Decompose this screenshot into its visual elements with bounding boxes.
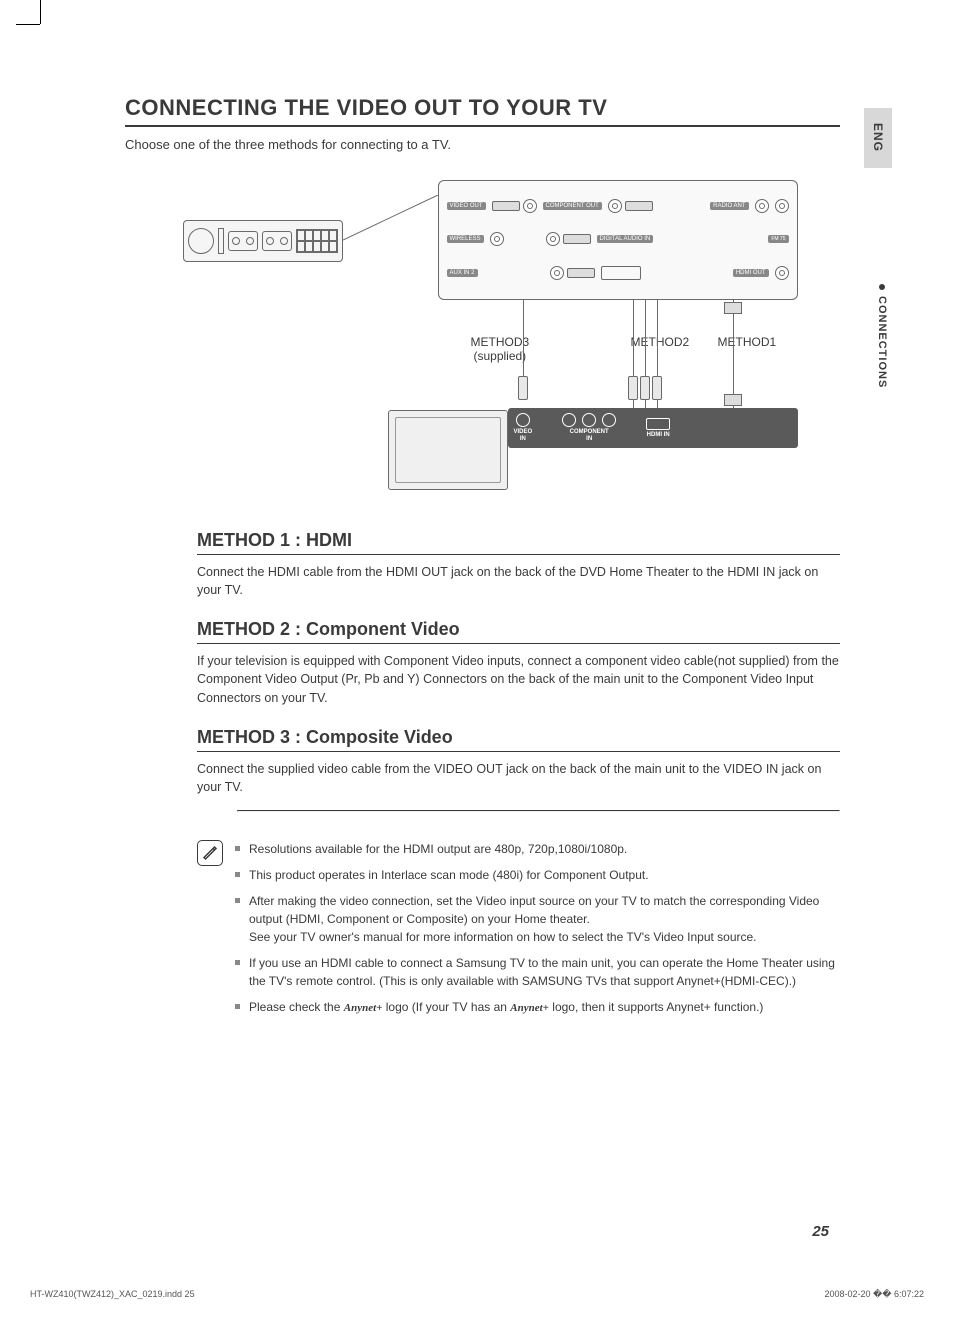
- language-tab-label: ENG: [871, 123, 885, 152]
- hdmi-plug-icon: [724, 302, 742, 314]
- plug-icon: [563, 234, 591, 244]
- method3-sub: (supplied): [471, 349, 530, 363]
- tv-video-in: VIDEO IN: [514, 413, 533, 442]
- print-footer: HT-WZ410(TWZ412)_XAC_0219.indd 25 2008-0…: [30, 1289, 924, 1300]
- method2-label: METHOD2: [631, 335, 690, 349]
- method-3-heading: METHOD 3 : Composite Video: [197, 727, 840, 752]
- method3-text: METHOD3: [471, 335, 530, 349]
- port-label: VIDEO IN: [514, 429, 533, 442]
- jack-icon: [490, 232, 504, 246]
- jack-icon: [608, 199, 622, 213]
- port-label: RADIO ANT: [710, 202, 748, 210]
- footer-left: HT-WZ410(TWZ412)_XAC_0219.indd 25: [30, 1289, 195, 1300]
- method-2-text: If your television is equipped with Comp…: [197, 652, 840, 706]
- intro-text: Choose one of the three methods for conn…: [125, 137, 840, 152]
- port-grid-icon: [296, 229, 338, 253]
- hdmi-jack-icon: [646, 418, 670, 430]
- notes-divider: [237, 810, 840, 812]
- note-item: This product operates in Interlace scan …: [235, 866, 840, 884]
- port-rect-icon: [601, 266, 641, 280]
- rca-plug-icon: [652, 376, 662, 400]
- method-1-block: METHOD 1 : HDMI Connect the HDMI cable f…: [197, 530, 840, 599]
- plug-icon: [567, 268, 595, 278]
- method-3-text: Connect the supplied video cable from th…: [197, 760, 840, 796]
- port-label: COMPONENT IN: [570, 429, 609, 442]
- page-number: 25: [812, 1223, 829, 1240]
- plug-icon: [492, 201, 520, 211]
- section-tab: CONNECTIONS: [872, 284, 892, 424]
- receiver-back-panel: VIDEO OUT COMPONENT OUT RADIO ANT WIRELE…: [438, 180, 798, 300]
- rca-plug-icon: [628, 376, 638, 400]
- port-label: DIGITAL AUDIO IN: [597, 235, 654, 243]
- port-label: VIDEO OUT: [447, 202, 486, 210]
- anynet-logo: Anynet+: [510, 1002, 549, 1014]
- connection-diagram: VIDEO OUT COMPONENT OUT RADIO ANT WIRELE…: [163, 180, 803, 500]
- receiver-front-illustration: [183, 220, 343, 262]
- note-icon: [197, 840, 223, 866]
- jack-icon: [582, 413, 596, 427]
- knob-icon: [188, 228, 214, 254]
- port-label: HDMI IN: [647, 432, 670, 439]
- jack-icon: [550, 266, 564, 280]
- tv-input-panel: VIDEO IN COMPONENT IN HDMI IN: [508, 408, 798, 448]
- callout-line: [343, 195, 443, 245]
- method1-label: METHOD1: [718, 335, 777, 349]
- notes-section: Resolutions available for the HDMI outpu…: [197, 830, 840, 1025]
- jack-pair-icon: [262, 231, 292, 251]
- rca-plug-icon: [518, 376, 528, 400]
- note-text: logo (If your TV has an: [386, 1000, 511, 1014]
- jack-icon: [602, 413, 616, 427]
- language-tab: ENG: [864, 108, 892, 168]
- main-title: CONNECTING THE VIDEO OUT TO YOUR TV: [125, 95, 840, 127]
- port-label: FM 75: [768, 235, 788, 243]
- tv-hdmi-in: HDMI IN: [646, 418, 670, 439]
- port-label: HDMI OUT: [733, 269, 769, 277]
- method-1-text: Connect the HDMI cable from the HDMI OUT…: [197, 563, 840, 599]
- method-3-block: METHOD 3 : Composite Video Connect the s…: [197, 727, 840, 796]
- note-item: Please check the Anynet+ logo (If your T…: [235, 998, 840, 1017]
- plug-icon: [625, 201, 653, 211]
- note-item: If you use an HDMI cable to connect a Sa…: [235, 954, 840, 990]
- jack-icon: [755, 199, 769, 213]
- note-text: logo, then it supports Anynet+ function.…: [552, 1000, 763, 1014]
- section-tab-label: CONNECTIONS: [876, 296, 888, 388]
- anynet-logo: Anynet+: [344, 1002, 383, 1014]
- port-label: AUX IN 2: [447, 269, 478, 277]
- rca-plug-icon: [640, 376, 650, 400]
- notes-list: Resolutions available for the HDMI outpu…: [235, 840, 840, 1025]
- crop-mark: [40, 0, 41, 24]
- port-label: WIRELESS: [447, 235, 484, 243]
- jack-icon: [516, 413, 530, 427]
- jack-icon: [562, 413, 576, 427]
- crop-mark: [16, 24, 40, 25]
- method-2-block: METHOD 2 : Component Video If your telev…: [197, 619, 840, 706]
- note-text: Please check the: [249, 1000, 344, 1014]
- method-2-heading: METHOD 2 : Component Video: [197, 619, 840, 644]
- jack-pair-icon: [228, 231, 258, 251]
- jack-icon: [775, 199, 789, 213]
- method3-label: METHOD3 (supplied): [471, 335, 530, 363]
- port-label: COMPONENT OUT: [543, 202, 602, 210]
- bullet-icon: [879, 284, 885, 290]
- jack-icon: [523, 199, 537, 213]
- tv-illustration: [388, 410, 508, 490]
- hdmi-plug-icon: [724, 394, 742, 406]
- jack-icon: [775, 266, 789, 280]
- jack-icon: [546, 232, 560, 246]
- cable-line: [733, 300, 735, 408]
- note-item: After making the video connection, set t…: [235, 892, 840, 946]
- footer-right: 2008-02-20 �� 6:07:22: [824, 1289, 924, 1300]
- note-item: Resolutions available for the HDMI outpu…: [235, 840, 840, 858]
- tv-component-in: COMPONENT IN: [562, 413, 616, 442]
- method-1-heading: METHOD 1 : HDMI: [197, 530, 840, 555]
